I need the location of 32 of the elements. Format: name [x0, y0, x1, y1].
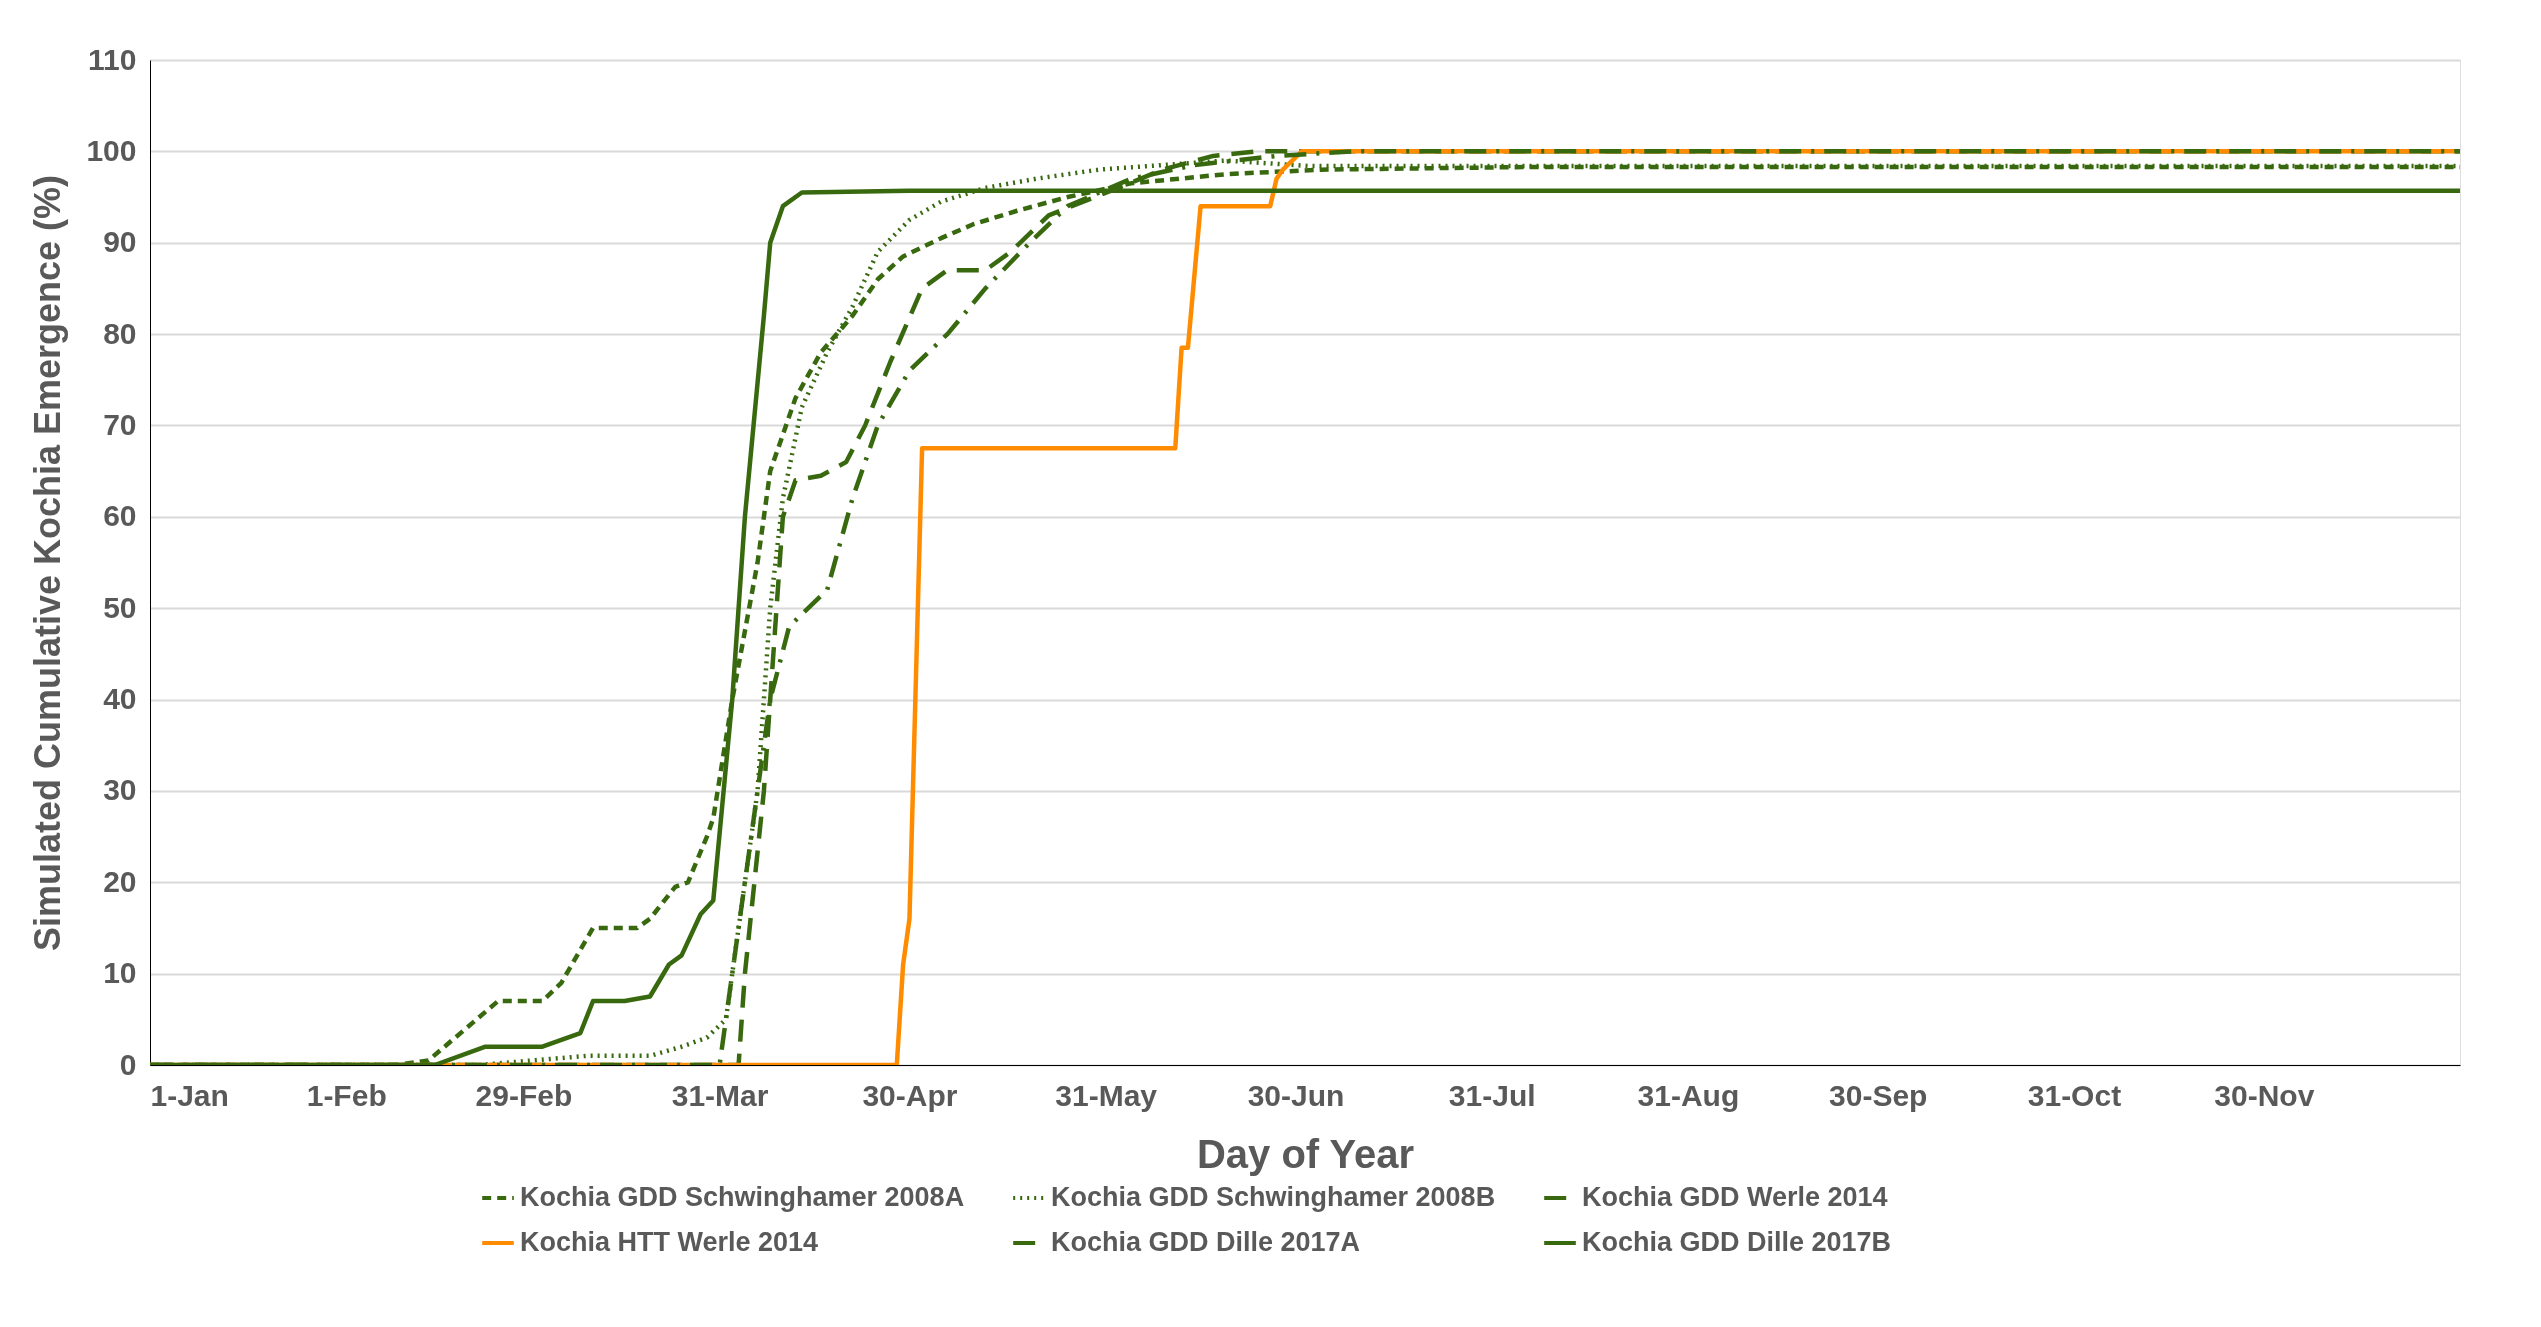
y-tick-label: 10: [103, 956, 137, 990]
x-tick-label: 1-Feb: [306, 1078, 387, 1112]
legend-label: Kochia HTT Werle 2014: [520, 1227, 819, 1257]
x-tick-label: 30-Nov: [2214, 1078, 2315, 1112]
y-tick-label: 110: [88, 42, 137, 76]
x-tick-label: 31-Jul: [1448, 1078, 1536, 1112]
legend-label: Kochia GDD Dille 2017B: [1582, 1227, 1892, 1257]
y-tick-label: 30: [103, 773, 137, 807]
x-tick-label: 31-May: [1055, 1078, 1158, 1112]
y-tick-label: 80: [103, 316, 137, 350]
y-tick-label: 60: [103, 499, 137, 533]
legend-label: Kochia GDD Schwinghamer 2008B: [1051, 1182, 1496, 1212]
y-tick-label: 20: [103, 864, 137, 898]
x-tick-label: 31-Aug: [1637, 1078, 1740, 1112]
y-tick-label: 40: [103, 682, 137, 716]
x-tick-label: 29-Feb: [475, 1078, 573, 1112]
legend-label: Kochia GDD Dille 2017A: [1051, 1227, 1361, 1257]
y-tick-label: 100: [86, 133, 137, 167]
legend-label: Kochia GDD Schwinghamer 2008A: [520, 1182, 965, 1212]
x-tick-label: 30-Jun: [1247, 1078, 1345, 1112]
x-tick-label: 30-Apr: [862, 1078, 958, 1112]
y-tick-label: 50: [103, 590, 137, 624]
y-tick-label: 90: [103, 225, 137, 259]
x-tick-label: 30-Sep: [1829, 1078, 1928, 1112]
x-tick-label: 31-Oct: [2027, 1078, 2122, 1112]
x-tick-label: 1-Jan: [150, 1078, 229, 1112]
x-tick-label: 31-Mar: [671, 1078, 769, 1112]
y-tick-label: 70: [103, 407, 137, 441]
y-tick-label: 0: [119, 1047, 137, 1081]
x-axis-title: Day of Year: [1196, 1131, 1415, 1176]
y-axis-title: Simulated Cumulative Kochia Emergence (%): [27, 174, 69, 952]
legend-label: Kochia GDD Werle 2014: [1582, 1182, 1888, 1212]
